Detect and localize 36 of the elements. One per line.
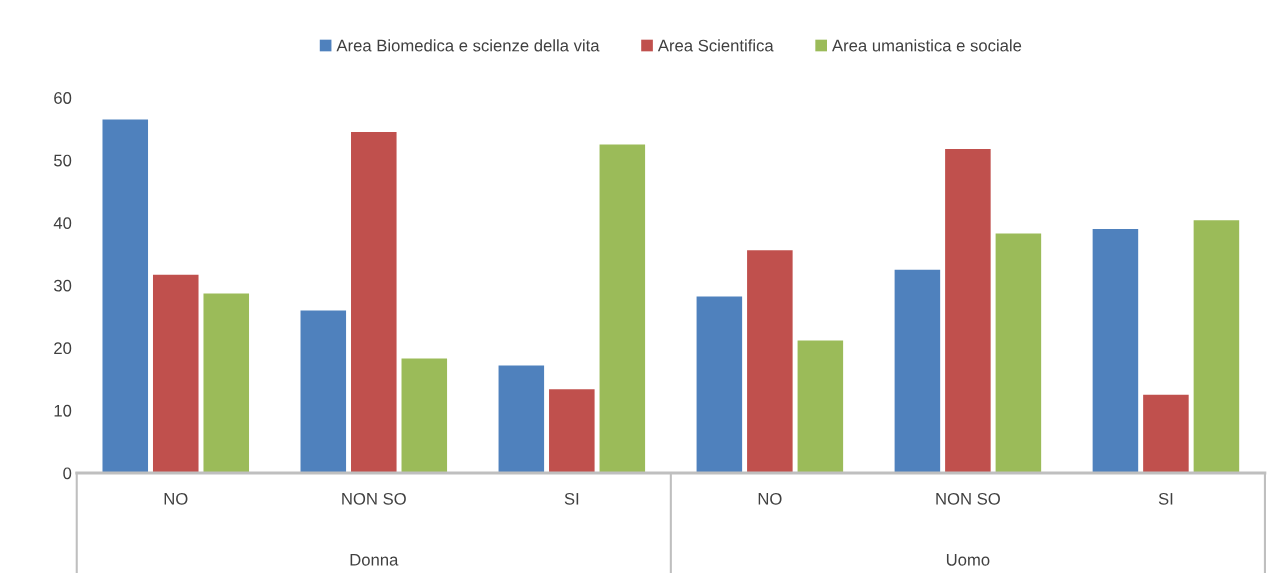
legend-label: Area umanistica e sociale	[832, 39, 1022, 52]
y-tick-label: 50	[54, 154, 72, 167]
x-tick-label: NO	[758, 492, 782, 505]
y-tick-label: 40	[53, 217, 72, 229]
legend-label: Area Scientifica	[657, 39, 774, 52]
bar	[351, 132, 397, 474]
text: Uomo	[946, 554, 990, 566]
x-tick-label: SI	[564, 492, 579, 505]
bar	[300, 310, 347, 474]
x-tick-label: NON SO	[342, 492, 406, 505]
bar	[401, 358, 448, 474]
bar	[747, 250, 793, 474]
bar	[549, 389, 595, 474]
y-tick-label: 0	[63, 467, 72, 480]
y-tick-label: 30	[53, 279, 72, 292]
x-tick-label: NO	[164, 492, 188, 505]
bar	[203, 293, 250, 474]
bar	[1092, 229, 1139, 474]
bar	[498, 365, 545, 474]
bar	[696, 296, 743, 474]
y-tick-label: 60	[54, 92, 72, 104]
bar	[152, 274, 199, 474]
y-tick-label: 20	[54, 342, 72, 355]
bar	[995, 233, 1042, 474]
bar	[102, 119, 149, 474]
bar	[1143, 394, 1189, 474]
bar	[945, 148, 991, 474]
bar	[894, 269, 941, 474]
bar	[797, 340, 844, 474]
bar	[1193, 220, 1240, 474]
x-tick-label: NON SO	[936, 492, 1000, 505]
text: Donna	[350, 554, 399, 566]
bar	[599, 144, 646, 474]
x-tick-label: SI	[1158, 492, 1173, 505]
legend-label: Area Biomedica e scienze della vita	[336, 39, 600, 52]
y-tick-label: 10	[54, 404, 72, 417]
